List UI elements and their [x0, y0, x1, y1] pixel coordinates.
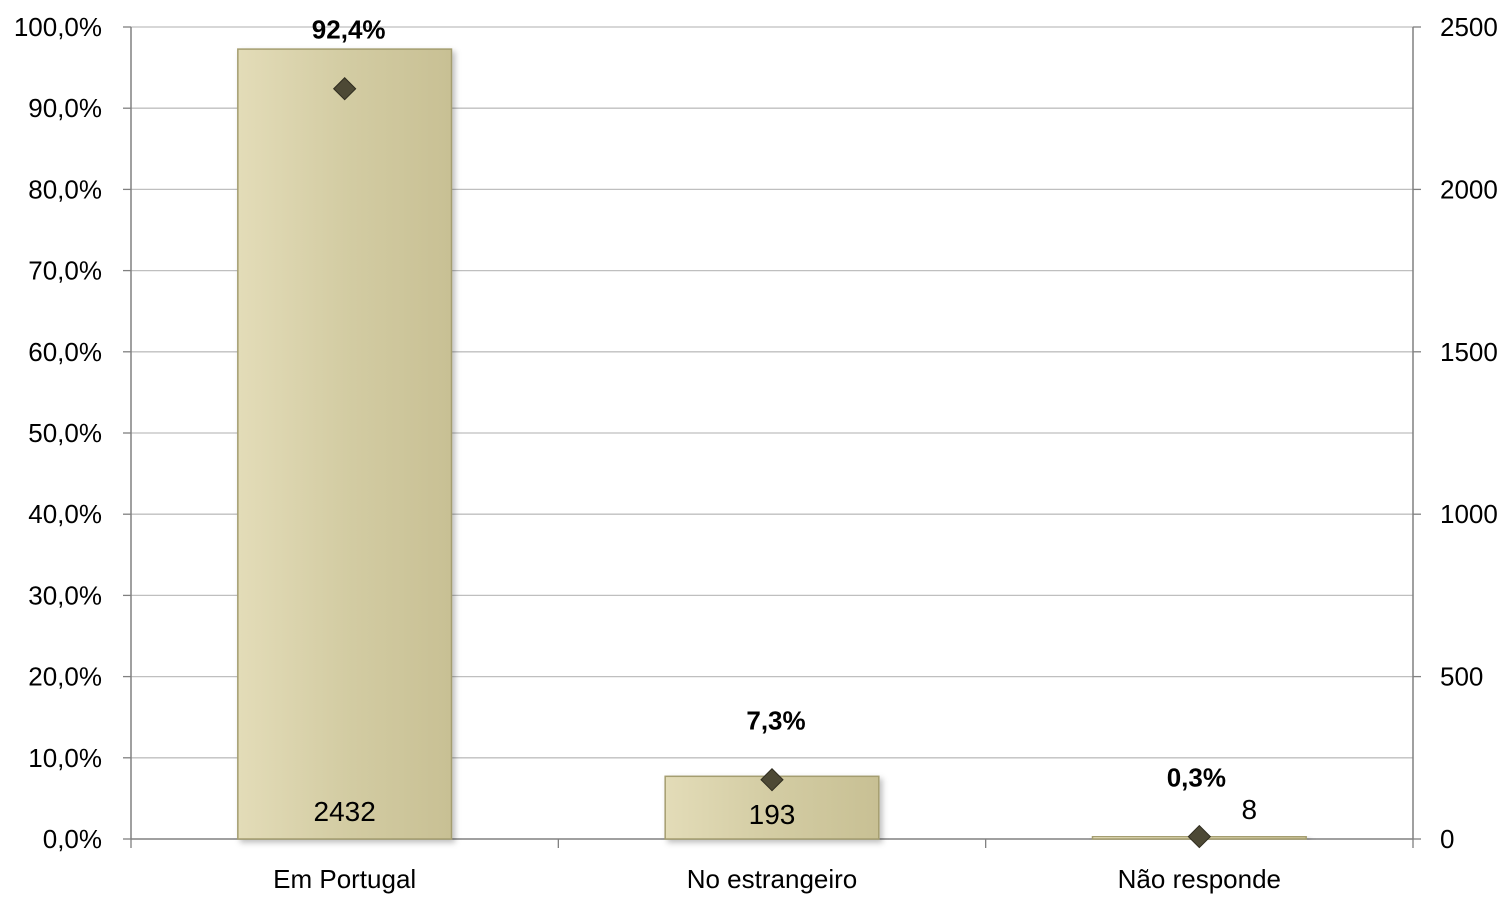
- count-label: 2432: [314, 796, 376, 827]
- percent-label: 0,3%: [1167, 763, 1226, 793]
- right-tick-label: 500: [1440, 662, 1483, 692]
- left-tick-label: 80,0%: [28, 174, 102, 204]
- category-labels: Em Portugal No estrangeiro Não responde: [273, 864, 1281, 894]
- left-tick-label: 20,0%: [28, 662, 102, 692]
- right-tick-label: 1000: [1440, 499, 1498, 529]
- category-label: Em Portugal: [273, 864, 416, 894]
- left-tick-label: 0,0%: [43, 824, 102, 854]
- count-label: 193: [749, 799, 796, 830]
- bar: [237, 48, 453, 840]
- right-tick-label: 2500: [1440, 12, 1498, 42]
- right-tick-label: 2000: [1440, 174, 1498, 204]
- right-tick-label: 0: [1440, 824, 1454, 854]
- right-axis-ticks: 0 500 1000 1500 2000 2500: [1413, 12, 1498, 854]
- percent-label: 92,4%: [312, 15, 386, 45]
- count-label: 8: [1242, 794, 1258, 825]
- left-axis-ticks: 0,0% 10,0% 20,0% 30,0% 40,0% 50,0% 60,0% 70,0% 8…: [14, 12, 131, 854]
- left-tick-label: 30,0%: [28, 580, 102, 610]
- bars: [237, 48, 1307, 840]
- right-tick-label: 1500: [1440, 337, 1498, 367]
- left-tick-label: 100,0%: [14, 12, 102, 42]
- diamond-marker: [760, 768, 784, 792]
- left-tick-label: 40,0%: [28, 499, 102, 529]
- diamond-marker: [1187, 824, 1212, 849]
- category-label: Não responde: [1118, 864, 1281, 894]
- markers: [332, 77, 1212, 849]
- category-label: No estrangeiro: [687, 864, 858, 894]
- left-tick-label: 10,0%: [28, 743, 102, 773]
- left-tick-label: 60,0%: [28, 337, 102, 367]
- diamond-marker: [332, 77, 357, 101]
- left-tick-label: 50,0%: [28, 418, 102, 448]
- left-tick-label: 70,0%: [28, 256, 102, 286]
- percent-label: 7,3%: [746, 706, 805, 736]
- data-labels: 92,4% 2432 7,3% 193 0,3% 8: [312, 15, 1257, 830]
- left-tick-label: 90,0%: [28, 93, 102, 123]
